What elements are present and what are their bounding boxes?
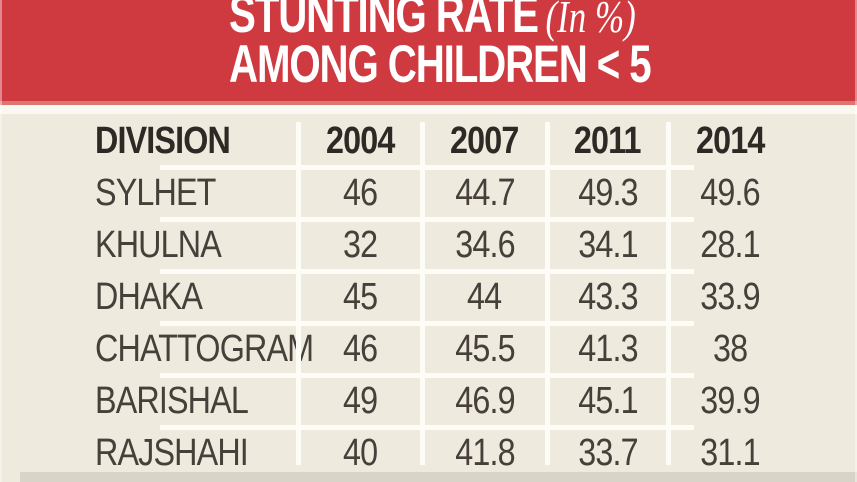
row-label: KHULNA: [95, 223, 222, 266]
table-cell: 31.1: [700, 431, 760, 474]
table-cell: 41.3: [577, 327, 638, 370]
row-label: DHAKA: [95, 275, 203, 318]
column-header-2004: 2004: [325, 119, 395, 162]
table-cell: 44: [467, 275, 502, 318]
stunting-table: DIVISION 2004 2007 2011 2014 SYLHET 46 4…: [60, 115, 792, 479]
table-cell: 44.7: [454, 171, 515, 214]
table-cell: 41.8: [454, 431, 515, 474]
table-cell: 45.1: [577, 379, 638, 422]
table-cell: 33.7: [577, 431, 638, 474]
left-edge-highlight: [0, 0, 2, 482]
table-cell: 38: [712, 327, 748, 370]
table-cell: 34.6: [454, 223, 515, 266]
banner-bottom-edge: [0, 101, 857, 105]
table-cell: 46.9: [454, 379, 515, 422]
column-header-2014: 2014: [695, 119, 765, 162]
table-cell: 33.9: [700, 275, 760, 318]
table-cell: 49.3: [577, 171, 638, 214]
title-unit-note: (In %): [545, 0, 636, 42]
row-label: BARISHAL: [95, 379, 249, 422]
title-line-2: AMONG CHILDREN < 5: [229, 37, 784, 93]
table-cell: 49: [342, 379, 378, 422]
column-header-2007: 2007: [450, 119, 519, 162]
title-subline-text: AMONG CHILDREN < 5: [229, 35, 652, 94]
row-label: RAJSHAHI: [95, 431, 249, 474]
table-cell: 40: [342, 431, 378, 474]
table-cell: 39.9: [700, 379, 760, 422]
table-cell: 28.1: [700, 223, 760, 266]
row-label: SYLHET: [95, 171, 216, 214]
table-cell: 46: [342, 327, 378, 370]
column-header-2011: 2011: [574, 119, 642, 162]
table-cell: 46: [342, 171, 378, 214]
table-cell: 43.3: [577, 275, 638, 318]
table-cell: 34.1: [577, 223, 638, 266]
title-main-text: STUNTING RATE: [229, 0, 539, 44]
table-cell: 49.6: [700, 171, 760, 214]
table-cell: 45.5: [454, 327, 515, 370]
column-header-division: DIVISION: [95, 119, 231, 162]
right-edge-highlight: [855, 0, 857, 482]
banner-gap-band: [0, 105, 857, 114]
title-line-1: STUNTING RATE (In %): [229, 0, 764, 45]
table-cell: 45: [342, 275, 378, 318]
bottom-shadow-strip: [20, 472, 857, 482]
table-cell: 32: [342, 223, 378, 266]
title-banner: [0, 0, 857, 104]
row-label: CHATTOGRAM: [95, 327, 314, 370]
